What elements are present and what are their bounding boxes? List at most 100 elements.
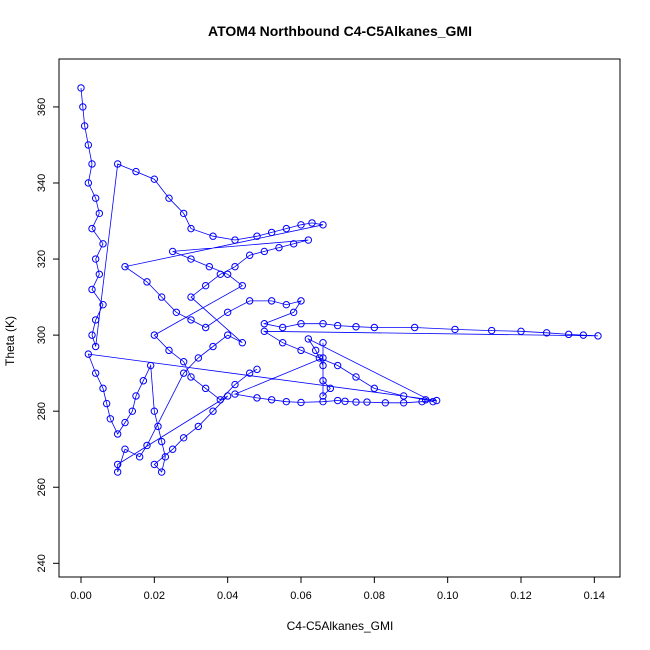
data-point: [154, 422, 162, 431]
data-point: [238, 281, 247, 290]
data-point: [245, 297, 254, 305]
x-tick-label: 0.00: [70, 590, 91, 602]
data-point: [99, 240, 107, 248]
data-point: [319, 377, 327, 385]
y-axis-label: Theta (K): [3, 316, 17, 366]
data-point: [209, 407, 217, 415]
x-axis: 0.00 0.02 0.04 0.06 0.08 0.10 0.12 0.14: [70, 577, 605, 602]
data-point: [216, 396, 225, 404]
data-point: [84, 179, 93, 187]
data-point: [297, 221, 305, 229]
data-point: [297, 398, 305, 407]
data-point: [341, 397, 349, 405]
x-tick-label: 0.14: [584, 590, 605, 602]
data-point: [278, 339, 287, 347]
data-point: [179, 209, 188, 218]
data-point: [278, 323, 287, 332]
data-point: [88, 285, 96, 294]
data-point: [410, 323, 419, 332]
data-point: [282, 224, 291, 233]
data-point: [113, 460, 122, 469]
data-point: [88, 160, 96, 168]
data-point: [223, 331, 232, 339]
data-point: [157, 437, 166, 446]
data-point: [267, 297, 276, 305]
data-point: [201, 384, 210, 393]
data-point: [84, 141, 93, 149]
data-point: [319, 392, 327, 400]
data-point: [418, 397, 426, 406]
data-point: [282, 300, 291, 309]
data-point: [205, 262, 214, 271]
data-point: [319, 320, 327, 328]
data-point: [201, 323, 210, 332]
data-point: [399, 399, 408, 407]
data-point: [289, 240, 298, 248]
data-point: [319, 339, 327, 347]
data-point: [231, 380, 239, 389]
data-point: [381, 399, 390, 407]
data-point: [209, 232, 217, 240]
data-point: [517, 327, 525, 336]
data-point: [91, 316, 100, 324]
data-point: [333, 361, 342, 370]
data-point: [260, 320, 269, 328]
y-tick-label: 280: [36, 402, 48, 420]
data-point: [304, 236, 313, 244]
data-point: [304, 335, 313, 343]
data-point: [113, 468, 122, 476]
data-point: [451, 325, 459, 334]
y-tick-label: 260: [36, 478, 48, 496]
chart-title: ATOM4 Northbound C4-C5Alkanes_GMI: [208, 23, 472, 39]
data-point: [132, 167, 140, 176]
data-point: [429, 397, 437, 406]
data-point: [157, 468, 166, 476]
data-point: [91, 194, 100, 202]
data-point: [91, 369, 100, 377]
data-point: [121, 262, 129, 271]
data-point: [245, 251, 254, 259]
series-points: [77, 84, 602, 476]
data-point: [77, 84, 85, 92]
data-point: [91, 255, 100, 263]
series-line: [80, 87, 599, 473]
y-tick-label: 320: [36, 250, 48, 268]
x-axis-label: C4-C5Alkanes_GMI: [287, 619, 394, 633]
data-point: [121, 445, 129, 453]
data-point: [267, 396, 276, 404]
data-point: [579, 331, 588, 339]
data-point: [187, 224, 195, 233]
data-point: [172, 308, 181, 316]
data-point: [187, 316, 195, 324]
data-point: [352, 323, 360, 331]
data-point: [487, 326, 496, 335]
data-point: [132, 392, 140, 400]
y-tick-label: 240: [36, 554, 48, 572]
plot-frame: [58, 58, 621, 578]
data-point: [542, 329, 551, 337]
series-lines: [80, 87, 599, 473]
data-point: [245, 369, 254, 377]
data-point: [99, 384, 107, 393]
data-point: [84, 350, 93, 358]
x-tick-label: 0.06: [290, 590, 311, 602]
data-point: [223, 270, 232, 278]
data-point: [139, 377, 148, 385]
data-point: [231, 236, 239, 244]
x-tick-label: 0.12: [510, 590, 531, 602]
data-point: [253, 232, 261, 240]
data-point: [168, 247, 177, 256]
data-point: [165, 346, 173, 355]
data-point: [113, 160, 122, 168]
data-point: [179, 369, 188, 377]
data-point: [187, 293, 195, 301]
data-point: [319, 221, 327, 229]
data-point: [352, 398, 360, 406]
data-point: [209, 342, 217, 351]
data-point: [91, 342, 100, 351]
data-point: [95, 209, 104, 218]
data-point: [432, 396, 441, 405]
data-point: [275, 243, 283, 252]
data-point: [179, 358, 188, 366]
